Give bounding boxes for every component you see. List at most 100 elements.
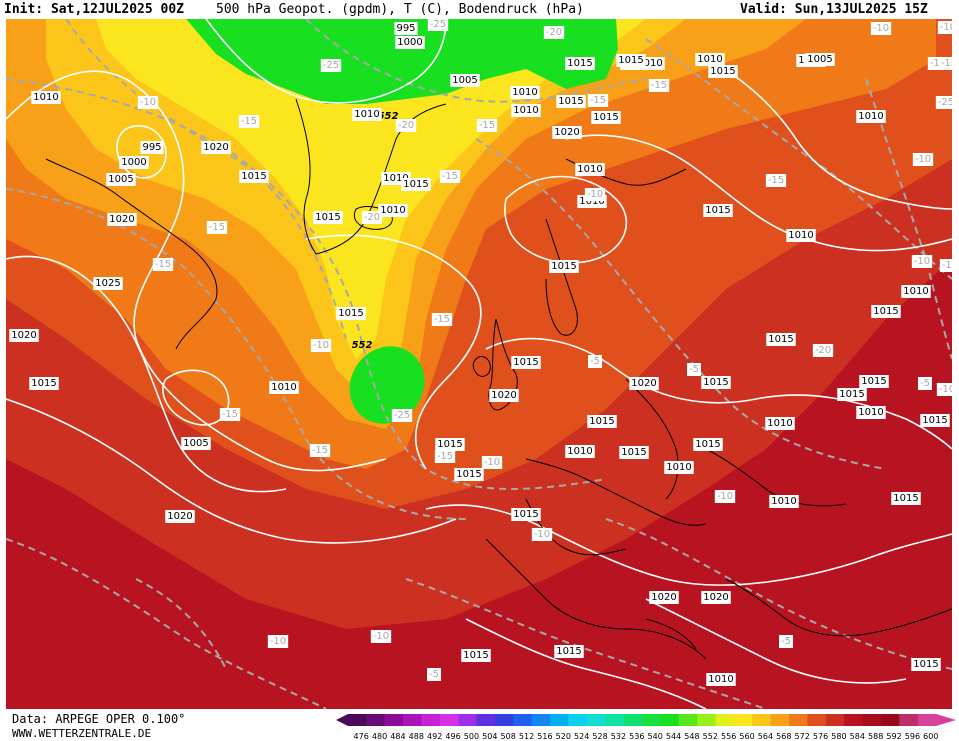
svg-text:1015: 1015 bbox=[621, 447, 646, 458]
svg-text:1015: 1015 bbox=[593, 112, 618, 123]
isobar-label: 1015 bbox=[891, 492, 921, 505]
isobar-label: 1020 bbox=[107, 213, 137, 226]
svg-text:1010: 1010 bbox=[354, 109, 379, 120]
svg-text:552: 552 bbox=[378, 111, 399, 122]
scale-swatch bbox=[568, 714, 588, 726]
isobar-label: 1015 bbox=[511, 356, 541, 369]
scale-swatch bbox=[880, 714, 900, 726]
svg-text:1020: 1020 bbox=[167, 511, 192, 522]
isobar-label: 1005 bbox=[106, 173, 136, 186]
scale-swatch bbox=[403, 714, 422, 726]
temperature-label: -25 bbox=[320, 59, 342, 72]
scale-swatch bbox=[605, 714, 625, 726]
scale-value: 508 bbox=[501, 732, 516, 741]
temperature-contour bbox=[65, 19, 347, 340]
temperature-label: -15 bbox=[587, 94, 609, 107]
temperature-label: -20 bbox=[543, 26, 565, 39]
scale-value: 572 bbox=[795, 732, 810, 741]
isobar-label: 1010 bbox=[31, 91, 61, 104]
scale-swatch bbox=[789, 714, 808, 726]
isobar-label: 1015 bbox=[766, 333, 796, 346]
map-header: Init: Sat,12JUL2025 00Z 500 hPa Geopot. … bbox=[0, 0, 959, 19]
scale-value: 504 bbox=[482, 732, 497, 741]
temperature-label: -20 bbox=[812, 344, 834, 357]
svg-text:1010: 1010 bbox=[666, 462, 691, 473]
coastline bbox=[485, 538, 707, 660]
scale-value: 516 bbox=[537, 732, 552, 741]
svg-text:-15: -15 bbox=[312, 445, 328, 456]
temperature-label: -15 bbox=[938, 57, 952, 70]
isobar-label: 1015 bbox=[549, 260, 579, 273]
scale-value: 596 bbox=[905, 732, 920, 741]
svg-text:1015: 1015 bbox=[437, 439, 462, 450]
svg-text:1010: 1010 bbox=[512, 87, 537, 98]
temperature-label: -10 bbox=[481, 456, 503, 469]
temperature-label: -15 bbox=[152, 258, 174, 271]
svg-text:1015: 1015 bbox=[556, 646, 581, 657]
temperature-contour bbox=[475, 138, 887, 470]
temperature-label: -15 bbox=[238, 115, 260, 128]
data-source-label: Data: ARPEGE OPER 0.100° bbox=[12, 712, 186, 726]
scale-swatch bbox=[384, 714, 404, 726]
isobar bbox=[6, 70, 387, 472]
svg-text:-5: -5 bbox=[781, 636, 791, 647]
isobar-label: 1015 bbox=[859, 375, 889, 388]
svg-text:-20: -20 bbox=[546, 27, 562, 38]
svg-text:1020: 1020 bbox=[11, 330, 36, 341]
svg-text:-15: -15 bbox=[442, 171, 458, 182]
scale-swatch bbox=[513, 714, 533, 726]
temperature-contour bbox=[6, 188, 467, 520]
scale-value: 600 bbox=[923, 732, 938, 741]
svg-text:-5: -5 bbox=[689, 364, 699, 375]
surface-isobars bbox=[6, 19, 952, 709]
temperature-label: -15 bbox=[431, 313, 453, 326]
svg-text:-10: -10 bbox=[534, 529, 550, 540]
svg-text:-15: -15 bbox=[590, 95, 606, 106]
temperature-label: -25 bbox=[935, 96, 952, 109]
scale-swatch bbox=[439, 714, 459, 726]
svg-text:1010: 1010 bbox=[383, 173, 408, 184]
isobar-label: 1015 bbox=[591, 111, 621, 124]
isobar-label: 1010 bbox=[664, 461, 694, 474]
scale-swatch bbox=[899, 714, 919, 726]
svg-text:-10: -10 bbox=[940, 22, 952, 33]
svg-text:1020: 1020 bbox=[554, 127, 579, 138]
isobar-label: 1010 bbox=[378, 204, 408, 217]
temperature-label: -20 bbox=[395, 119, 417, 132]
svg-text:1020: 1020 bbox=[651, 592, 676, 603]
svg-text:-10: -10 bbox=[717, 491, 733, 502]
isobar-label: 1020 bbox=[9, 329, 39, 342]
valid-time-label: Valid: Sun,13JUL2025 15Z bbox=[740, 2, 928, 17]
isobar bbox=[565, 134, 952, 252]
scale-swatch bbox=[715, 714, 735, 726]
scale-swatch bbox=[550, 714, 569, 726]
svg-text:1015: 1015 bbox=[705, 205, 730, 216]
init-time-label: Init: Sat,12JUL2025 00Z bbox=[4, 2, 185, 17]
temperature-contour bbox=[6, 538, 327, 709]
scale-arrow-right bbox=[936, 714, 956, 726]
isobar-label: 1010 bbox=[786, 229, 816, 242]
svg-text:-10: -10 bbox=[939, 384, 952, 395]
svg-text:1010: 1010 bbox=[767, 418, 792, 429]
temperature-label: -15 bbox=[219, 408, 241, 421]
scale-value: 492 bbox=[427, 732, 442, 741]
svg-text:-15: -15 bbox=[209, 222, 225, 233]
temperature-label: -10 bbox=[939, 259, 952, 272]
isobar-label: 1010 bbox=[769, 495, 799, 508]
svg-text:-15: -15 bbox=[222, 409, 238, 420]
temperature-label: -5 bbox=[918, 377, 932, 390]
svg-text:1005: 1005 bbox=[807, 54, 832, 65]
svg-text:1010: 1010 bbox=[579, 196, 604, 207]
isobar-label: 1020 bbox=[201, 141, 231, 154]
scale-swatch bbox=[476, 714, 496, 726]
isobar-label: 1015 bbox=[565, 57, 595, 70]
svg-text:1020: 1020 bbox=[203, 142, 228, 153]
scale-value: 532 bbox=[611, 732, 626, 741]
isobar-label: 1010 bbox=[695, 53, 725, 66]
svg-text:-10: -10 bbox=[915, 154, 931, 165]
geopot-label: 552 bbox=[378, 111, 399, 122]
svg-text:-10: -10 bbox=[587, 189, 603, 200]
svg-text:-15: -15 bbox=[434, 314, 450, 325]
temperature-label: -10 bbox=[531, 528, 553, 541]
isobar-label: 1015 bbox=[454, 468, 484, 481]
